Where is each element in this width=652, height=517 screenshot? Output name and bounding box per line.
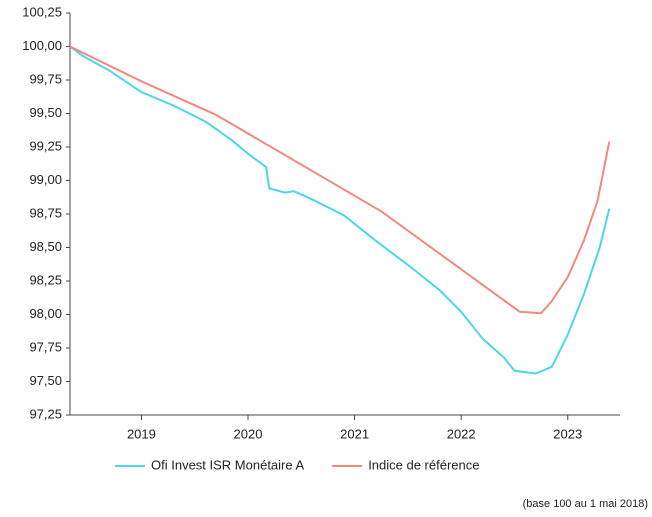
legend-label: Ofi Invest ISR Monétaire A xyxy=(151,457,305,472)
y-tick-label: 100,00 xyxy=(22,38,62,53)
x-tick-label: 2019 xyxy=(127,426,156,441)
y-tick-label: 98,75 xyxy=(29,205,62,220)
x-tick-label: 2022 xyxy=(447,426,476,441)
y-tick-label: 98,00 xyxy=(29,306,62,321)
y-tick-label: 99,00 xyxy=(29,172,62,187)
y-tick-label: 97,50 xyxy=(29,373,62,388)
y-tick-label: 98,25 xyxy=(29,272,62,287)
series-line xyxy=(69,45,611,315)
x-tick-label: 2023 xyxy=(553,426,582,441)
x-tick-label: 2020 xyxy=(234,426,263,441)
y-tick-label: 97,25 xyxy=(29,406,62,421)
y-tick-label: 99,50 xyxy=(29,105,62,120)
y-tick-label: 97,75 xyxy=(29,339,62,354)
y-tick-label: 99,25 xyxy=(29,138,62,153)
y-tick-label: 98,50 xyxy=(29,239,62,254)
y-tick-label: 100,25 xyxy=(22,4,62,19)
y-tick-label: 99,75 xyxy=(29,71,62,86)
legend-label: Indice de référence xyxy=(368,457,479,472)
x-tick-label: 2021 xyxy=(340,426,369,441)
note: (base 100 au 1 mai 2018) xyxy=(523,498,648,510)
series-line xyxy=(69,45,611,375)
